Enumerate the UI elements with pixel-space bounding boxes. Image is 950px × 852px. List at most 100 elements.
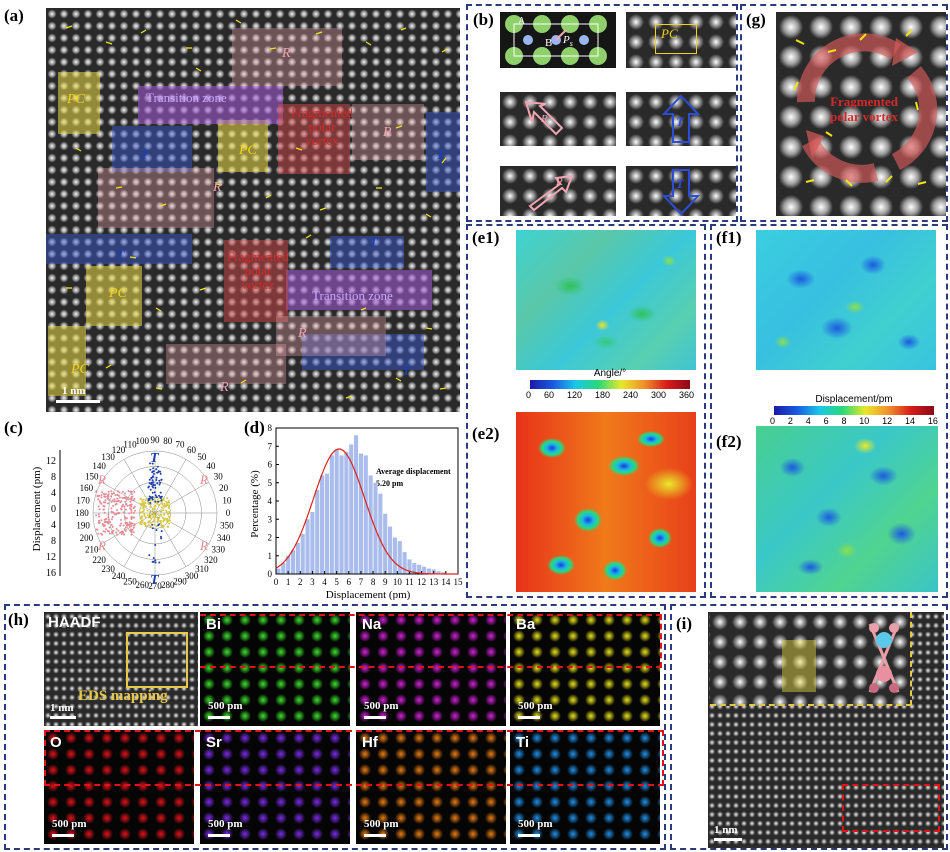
polar-point-t <box>152 557 155 559</box>
polar-angle-label: 50 <box>197 452 207 462</box>
polar-point-t <box>151 523 154 526</box>
hist-ytick-label: 5 <box>268 478 273 488</box>
gaussian-fit-line <box>275 448 458 575</box>
t-label: T <box>436 148 445 163</box>
polar-point-pc <box>168 511 171 513</box>
polar-grid-spoke <box>101 512 156 545</box>
panel-d-letter: (d) <box>244 418 265 437</box>
r-label: R <box>213 180 222 195</box>
polar-point-r <box>116 533 119 536</box>
scale-bar-label: 1 nm <box>50 702 74 714</box>
polar-point-pc <box>156 499 159 501</box>
panel-h-letter: (h) <box>8 610 29 629</box>
polar-point-pc <box>164 517 166 520</box>
panel-a-letter: (a) <box>4 6 24 25</box>
scale-bar-label: 500 pm <box>518 818 553 830</box>
red-dashed-region <box>200 614 662 668</box>
hist-bar <box>358 453 363 574</box>
polar-point-t <box>154 486 157 489</box>
polar-point-r <box>96 528 99 531</box>
element-label: Hf <box>362 734 378 751</box>
polar-point-r <box>107 495 110 498</box>
hist-bar <box>290 550 296 574</box>
hist-bar <box>349 444 354 574</box>
b-site-label: B <box>545 37 553 49</box>
polar-point-pc <box>144 516 147 519</box>
scale-bar-label: 500 pm <box>518 700 553 712</box>
polar-point-t <box>154 561 157 564</box>
t-cell-up-label: T <box>676 114 684 129</box>
polar-t-label: T <box>150 573 160 588</box>
polar-point-r <box>124 521 127 524</box>
scale-bar-label: 500 pm <box>208 818 243 830</box>
polar-point-t <box>158 523 161 526</box>
polar-point-r <box>110 500 113 503</box>
polar-point-pc <box>153 497 156 500</box>
colorbar-tick: 10 <box>859 416 870 426</box>
polar-point-r <box>128 523 131 526</box>
colorbar-tick: 16 <box>927 416 938 426</box>
r-label: R <box>220 380 229 395</box>
polar-point-pc <box>140 517 143 519</box>
fragmented-vortex-line: polar <box>244 263 272 278</box>
polar-point-t <box>147 498 150 500</box>
t-label: T <box>116 248 125 263</box>
eds-mapping-label: EDS mapping <box>78 688 168 704</box>
polar-point-r <box>97 532 100 535</box>
polar-point-r <box>95 490 98 493</box>
polar-point-r <box>98 500 101 503</box>
t-cell-down-image <box>626 166 736 216</box>
polar-point-r <box>127 490 130 492</box>
polar-point-pc <box>159 521 162 524</box>
polar-angle-label: 170 <box>76 495 90 505</box>
polar-point-r <box>132 499 135 502</box>
polar-point-t <box>151 527 154 530</box>
polar-point-r <box>129 497 132 500</box>
r-label: R <box>383 125 392 140</box>
polar-angle-label: 310 <box>195 564 209 574</box>
polar-point-t <box>152 481 155 484</box>
polar-point-pc <box>160 519 162 522</box>
hist-ytick-label: 2 <box>268 533 273 543</box>
polar-pc-label: PC <box>147 510 161 521</box>
polar-point-r <box>129 530 132 533</box>
polar-point-r <box>124 492 126 495</box>
hist-ylabel: Percentage (%) <box>249 470 261 538</box>
polar-point-pc <box>162 505 165 508</box>
eds-map-4 <box>200 730 350 844</box>
polar-point-pc <box>139 497 142 500</box>
polar-point-r <box>111 499 114 502</box>
panel-a-overlay <box>46 19 460 399</box>
polar-point-t <box>151 498 154 501</box>
polar-point-r <box>113 500 116 503</box>
red-dashed-box <box>842 784 940 832</box>
scale-bar <box>50 716 76 719</box>
hist-bar <box>305 519 310 574</box>
polar-angle-label: 130 <box>101 452 115 462</box>
polar-point-r <box>117 494 120 497</box>
scale-bar-label: 500 pm <box>52 818 87 830</box>
polar-point-r <box>105 517 107 520</box>
radial-tick: 16 <box>46 568 56 579</box>
polar-point-r <box>128 521 131 524</box>
radial-tick: 0 <box>51 504 56 515</box>
pc-cell-box <box>655 24 697 54</box>
polar-point-r <box>123 505 126 508</box>
polar-plot: Displacement (pm) 12 8 4 0 4 8 12 16 0 10… <box>31 435 234 591</box>
inset-highlight <box>782 640 816 692</box>
pc-label: PC <box>67 92 85 107</box>
polar-point-r <box>125 508 127 511</box>
polar-point-pc <box>144 502 147 505</box>
polar-point-r <box>120 522 123 525</box>
polar-angle-label: 40 <box>206 461 216 471</box>
vortex-text: Fragmented polar vortex <box>806 94 922 124</box>
hist-bar <box>295 542 300 574</box>
polar-point-r <box>102 493 105 495</box>
hist-ytick-label: 0 <box>268 569 273 579</box>
hist-bar <box>412 563 417 574</box>
polar-point-t <box>160 478 163 481</box>
polar-point-pc <box>152 516 155 519</box>
hist-ytick-label: 8 <box>268 423 273 433</box>
polar-point-r <box>116 490 119 493</box>
polar-angle-label: 220 <box>92 555 106 565</box>
